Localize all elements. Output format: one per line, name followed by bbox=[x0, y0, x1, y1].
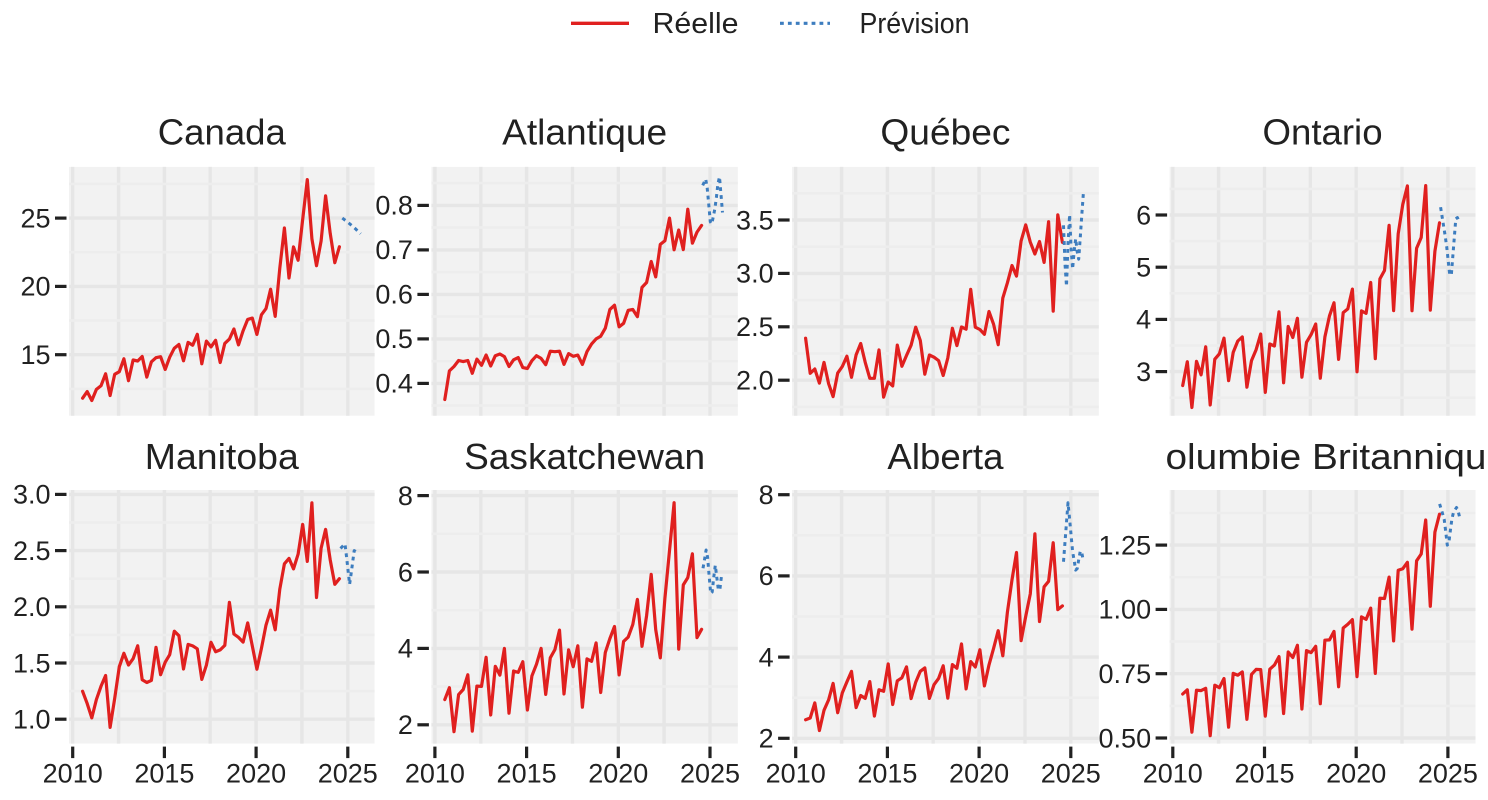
svg-text:2015: 2015 bbox=[1234, 759, 1294, 789]
svg-text:2010: 2010 bbox=[766, 759, 826, 789]
svg-text:6: 6 bbox=[759, 561, 774, 591]
svg-text:1.00: 1.00 bbox=[1099, 595, 1152, 625]
svg-text:2.0: 2.0 bbox=[736, 366, 774, 396]
svg-text:2020: 2020 bbox=[226, 759, 286, 789]
svg-text:Prévision: Prévision bbox=[860, 8, 970, 40]
svg-text:2015: 2015 bbox=[857, 759, 917, 789]
svg-text:15: 15 bbox=[20, 340, 50, 370]
svg-text:0.4: 0.4 bbox=[375, 369, 413, 399]
svg-text:6: 6 bbox=[398, 557, 413, 587]
svg-text:olumbie Britanniqu: olumbie Britanniqu bbox=[1166, 436, 1487, 477]
svg-text:4: 4 bbox=[759, 642, 774, 672]
svg-text:2025: 2025 bbox=[680, 759, 740, 789]
svg-text:3: 3 bbox=[1136, 357, 1151, 387]
svg-text:2025: 2025 bbox=[1418, 759, 1478, 789]
svg-text:3.5: 3.5 bbox=[736, 205, 774, 235]
svg-text:2.5: 2.5 bbox=[736, 312, 774, 342]
svg-text:1.25: 1.25 bbox=[1099, 530, 1152, 560]
svg-text:2: 2 bbox=[759, 724, 774, 754]
svg-text:8: 8 bbox=[759, 480, 774, 510]
svg-text:2020: 2020 bbox=[1326, 759, 1386, 789]
svg-text:20: 20 bbox=[20, 272, 50, 302]
svg-text:4: 4 bbox=[398, 634, 413, 664]
svg-text:2: 2 bbox=[398, 710, 413, 740]
svg-text:3.0: 3.0 bbox=[736, 259, 774, 289]
svg-text:1.5: 1.5 bbox=[13, 648, 51, 678]
svg-text:0.5: 0.5 bbox=[375, 324, 413, 354]
svg-text:Alberta: Alberta bbox=[887, 436, 1004, 477]
svg-text:Réelle: Réelle bbox=[653, 8, 739, 40]
svg-text:Québec: Québec bbox=[880, 112, 1010, 153]
svg-text:0.8: 0.8 bbox=[375, 191, 413, 221]
svg-text:2025: 2025 bbox=[1041, 759, 1101, 789]
svg-text:Saskatchewan: Saskatchewan bbox=[464, 436, 705, 477]
svg-text:2025: 2025 bbox=[318, 759, 378, 789]
svg-text:3.0: 3.0 bbox=[13, 480, 51, 510]
svg-text:Canada: Canada bbox=[158, 112, 287, 153]
svg-text:0.75: 0.75 bbox=[1099, 659, 1152, 689]
svg-text:2.0: 2.0 bbox=[13, 592, 51, 622]
svg-text:2010: 2010 bbox=[1143, 759, 1203, 789]
svg-text:4: 4 bbox=[1136, 305, 1151, 335]
svg-text:2010: 2010 bbox=[405, 759, 465, 789]
svg-text:2015: 2015 bbox=[497, 759, 557, 789]
svg-text:0.6: 0.6 bbox=[375, 280, 413, 310]
svg-text:5: 5 bbox=[1136, 253, 1151, 283]
svg-text:8: 8 bbox=[398, 481, 413, 511]
svg-text:2020: 2020 bbox=[588, 759, 648, 789]
svg-text:2015: 2015 bbox=[134, 759, 194, 789]
svg-text:1.0: 1.0 bbox=[13, 705, 51, 735]
svg-text:2020: 2020 bbox=[949, 759, 1009, 789]
svg-text:Manitoba: Manitoba bbox=[145, 436, 300, 477]
svg-text:6: 6 bbox=[1136, 200, 1151, 230]
svg-text:Atlantique: Atlantique bbox=[502, 112, 667, 153]
svg-text:0.50: 0.50 bbox=[1099, 723, 1152, 753]
svg-text:2010: 2010 bbox=[43, 759, 103, 789]
svg-text:2.5: 2.5 bbox=[13, 536, 51, 566]
svg-text:25: 25 bbox=[20, 203, 50, 233]
svg-text:Ontario: Ontario bbox=[1263, 112, 1383, 153]
svg-text:0.7: 0.7 bbox=[375, 235, 413, 265]
